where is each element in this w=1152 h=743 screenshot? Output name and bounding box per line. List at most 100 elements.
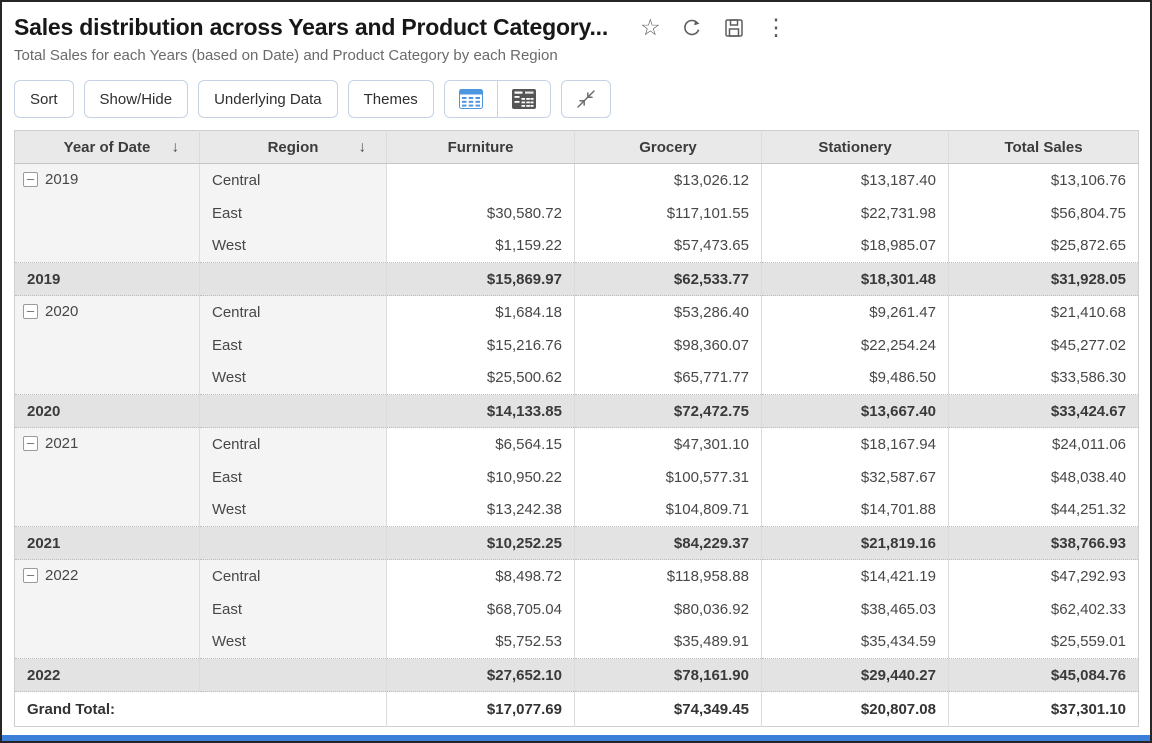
value-cell[interactable]: $62,402.33 [948, 592, 1139, 626]
table-view-icon[interactable] [444, 81, 497, 117]
summary-value-cell[interactable]: $18,301.48 [761, 262, 949, 296]
column-header-stationery[interactable]: Stationery [761, 130, 949, 164]
value-cell[interactable]: $18,985.07 [761, 229, 949, 263]
sort-descending-icon[interactable]: ↓ [171, 138, 180, 156]
value-cell[interactable]: $25,500.62 [386, 361, 575, 395]
value-cell[interactable]: $25,872.65 [948, 229, 1139, 263]
table-row: West $1,159.22 $57,473.65 $18,985.07 $25,872… [15, 229, 1139, 263]
value-cell[interactable]: $9,261.47 [761, 295, 949, 329]
value-cell[interactable]: $22,731.98 [761, 196, 949, 230]
show-hide-button[interactable]: Show/Hide [83, 80, 189, 118]
refresh-icon[interactable] [681, 17, 703, 39]
value-cell[interactable]: $56,804.75 [948, 196, 1139, 230]
sort-descending-icon[interactable]: ↓ [358, 138, 367, 156]
grand-total-value-cell[interactable]: $74,349.45 [574, 691, 762, 727]
summary-value-cell[interactable]: $62,533.77 [574, 262, 762, 296]
value-cell[interactable]: $8,498.72 [386, 559, 575, 593]
summary-value-cell[interactable]: $21,819.16 [761, 526, 949, 560]
grand-total-value-cell[interactable]: $17,077.69 [386, 691, 575, 727]
column-header-total-sales[interactable]: Total Sales [948, 130, 1139, 164]
value-cell[interactable]: $35,434.59 [761, 625, 949, 659]
collapse-icon[interactable]: – [23, 436, 38, 451]
value-cell[interactable]: $13,242.38 [386, 493, 575, 527]
value-cell[interactable]: $68,705.04 [386, 592, 575, 626]
value-cell[interactable]: $117,101.55 [574, 196, 762, 230]
value-cell[interactable]: $100,577.31 [574, 460, 762, 494]
year-summary-label: 2021 [14, 526, 200, 560]
summary-value-cell[interactable]: $27,652.10 [386, 658, 575, 692]
year-summary-label: 2022 [14, 658, 200, 692]
underlying-data-button[interactable]: Underlying Data [198, 80, 338, 118]
value-cell[interactable]: $48,038.40 [948, 460, 1139, 494]
summary-value-cell[interactable]: $10,252.25 [386, 526, 575, 560]
value-cell[interactable]: $118,958.88 [574, 559, 762, 593]
column-header-region[interactable]: Region ↓ [199, 130, 387, 164]
pivot-view-icon[interactable] [496, 81, 550, 117]
value-cell[interactable]: $5,752.53 [386, 625, 575, 659]
summary-value-cell[interactable]: $84,229.37 [574, 526, 762, 560]
value-cell[interactable]: $80,036.92 [574, 592, 762, 626]
table-row: West $13,242.38 $104,809.71 $14,701.88 $44,2… [15, 493, 1139, 527]
favorite-star-icon[interactable]: ☆ [640, 14, 661, 40]
value-cell[interactable]: $57,473.65 [574, 229, 762, 263]
value-cell[interactable]: $1,159.22 [386, 229, 575, 263]
save-icon[interactable] [723, 17, 745, 39]
summary-value-cell[interactable]: $38,766.93 [948, 526, 1139, 560]
year-summary-row: 2020 $14,133.85 $72,472.75 $13,667.40 $33,42… [14, 394, 1139, 428]
grand-total-value-cell[interactable]: $37,301.10 [948, 691, 1139, 727]
value-cell[interactable]: $13,026.12 [574, 163, 762, 197]
more-options-icon[interactable]: ⋮ [764, 14, 788, 40]
summary-value-cell[interactable]: $31,928.05 [948, 262, 1139, 296]
value-cell[interactable]: $6,564.15 [386, 427, 575, 461]
collapse-icon[interactable]: – [23, 304, 38, 319]
value-cell[interactable]: $15,216.76 [386, 328, 575, 362]
value-cell[interactable]: $47,301.10 [574, 427, 762, 461]
value-cell[interactable]: $13,106.76 [948, 163, 1139, 197]
value-cell[interactable]: $25,559.01 [948, 625, 1139, 659]
collapse-icon[interactable]: – [23, 568, 38, 583]
value-cell[interactable]: $14,701.88 [761, 493, 949, 527]
value-cell[interactable]: $24,011.06 [948, 427, 1139, 461]
summary-value-cell[interactable]: $78,161.90 [574, 658, 762, 692]
value-cell[interactable]: $65,771.77 [574, 361, 762, 395]
column-header-grocery[interactable]: Grocery [574, 130, 762, 164]
value-cell[interactable]: $22,254.24 [761, 328, 949, 362]
summary-value-cell[interactable]: $14,133.85 [386, 394, 575, 428]
value-cell[interactable]: $53,286.40 [574, 295, 762, 329]
horizontal-scrollbar[interactable] [2, 735, 1150, 741]
value-cell[interactable]: $18,167.94 [761, 427, 949, 461]
column-header-year-of-date[interactable]: Year of Date ↓ [14, 130, 200, 164]
value-cell[interactable]: $9,486.50 [761, 361, 949, 395]
value-cell[interactable]: $33,586.30 [948, 361, 1139, 395]
value-cell[interactable]: $1,684.18 [386, 295, 575, 329]
value-cell[interactable]: $13,187.40 [761, 163, 949, 197]
summary-value-cell[interactable]: $45,084.76 [948, 658, 1139, 692]
grand-total-value-cell[interactable]: $20,807.08 [761, 691, 949, 727]
value-cell[interactable]: $32,587.67 [761, 460, 949, 494]
value-cell[interactable]: $45,277.02 [948, 328, 1139, 362]
themes-button[interactable]: Themes [347, 80, 434, 118]
value-cell[interactable]: $14,421.19 [761, 559, 949, 593]
collapse-all-icon[interactable] [560, 80, 611, 118]
value-cell[interactable]: $10,950.22 [386, 460, 575, 494]
view-mode-switcher [443, 80, 551, 118]
value-cell[interactable]: $44,251.32 [948, 493, 1139, 527]
value-cell[interactable]: $30,580.72 [386, 196, 575, 230]
value-cell[interactable]: $21,410.68 [948, 295, 1139, 329]
column-header-furniture[interactable]: Furniture [386, 130, 575, 164]
value-cell[interactable]: $98,360.07 [574, 328, 762, 362]
value-cell[interactable]: $35,489.91 [574, 625, 762, 659]
sort-button[interactable]: Sort [14, 80, 74, 118]
summary-value-cell[interactable]: $33,424.67 [948, 394, 1139, 428]
summary-value-cell[interactable]: $15,869.97 [386, 262, 575, 296]
summary-value-cell[interactable]: $72,472.75 [574, 394, 762, 428]
summary-value-cell[interactable]: $13,667.40 [761, 394, 949, 428]
value-cell[interactable] [386, 163, 575, 197]
collapse-icon[interactable]: – [23, 172, 38, 187]
year-summary-row: 2019 $15,869.97 $62,533.77 $18,301.48 $31,92… [14, 262, 1139, 296]
value-cell[interactable]: $47,292.93 [948, 559, 1139, 593]
value-cell[interactable]: $104,809.71 [574, 493, 762, 527]
summary-value-cell[interactable]: $29,440.27 [761, 658, 949, 692]
region-cell [199, 658, 387, 692]
value-cell[interactable]: $38,465.03 [761, 592, 949, 626]
